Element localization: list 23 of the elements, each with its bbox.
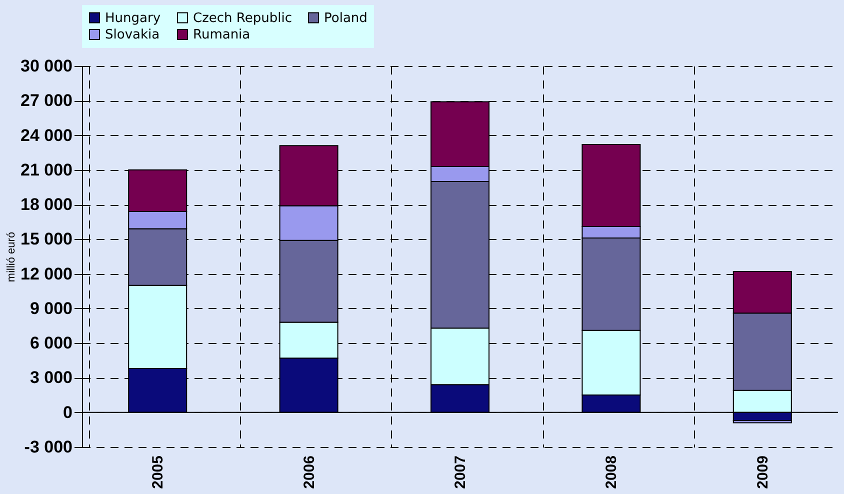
legend-label: Slovakia <box>105 28 160 42</box>
y-tick-label: 15 000 <box>20 230 72 249</box>
y-tick-label: 6 000 <box>30 334 72 353</box>
y-tick-label: -3 000 <box>24 438 72 456</box>
y-tick-label: 24 000 <box>20 126 72 145</box>
legend-label: Poland <box>324 10 368 26</box>
x-tick-label: 2008 <box>603 456 620 489</box>
x-tick-label: 2007 <box>452 456 469 489</box>
x-tick-label: 2005 <box>150 456 167 489</box>
y-tick-label: 12 000 <box>20 264 72 284</box>
legend-label: Rumania <box>193 28 250 42</box>
legend-label: Hungary <box>105 10 161 26</box>
x-tick-label: 2006 <box>300 456 318 489</box>
y-tick-label: 18 000 <box>20 195 72 214</box>
legend-label: Czech Republic <box>193 10 292 26</box>
y-tick-label: 27 000 <box>20 91 72 110</box>
y-tick-label: 3 000 <box>30 368 72 388</box>
y-axis-title: millió euró <box>6 232 18 282</box>
y-tick-label: 30 000 <box>20 56 72 76</box>
y-tick-label: 9 000 <box>30 298 72 318</box>
y-tick-label: 21 000 <box>20 160 72 180</box>
y-tick-label: 0 <box>63 402 72 422</box>
x-tick-label: 2009 <box>754 456 772 489</box>
